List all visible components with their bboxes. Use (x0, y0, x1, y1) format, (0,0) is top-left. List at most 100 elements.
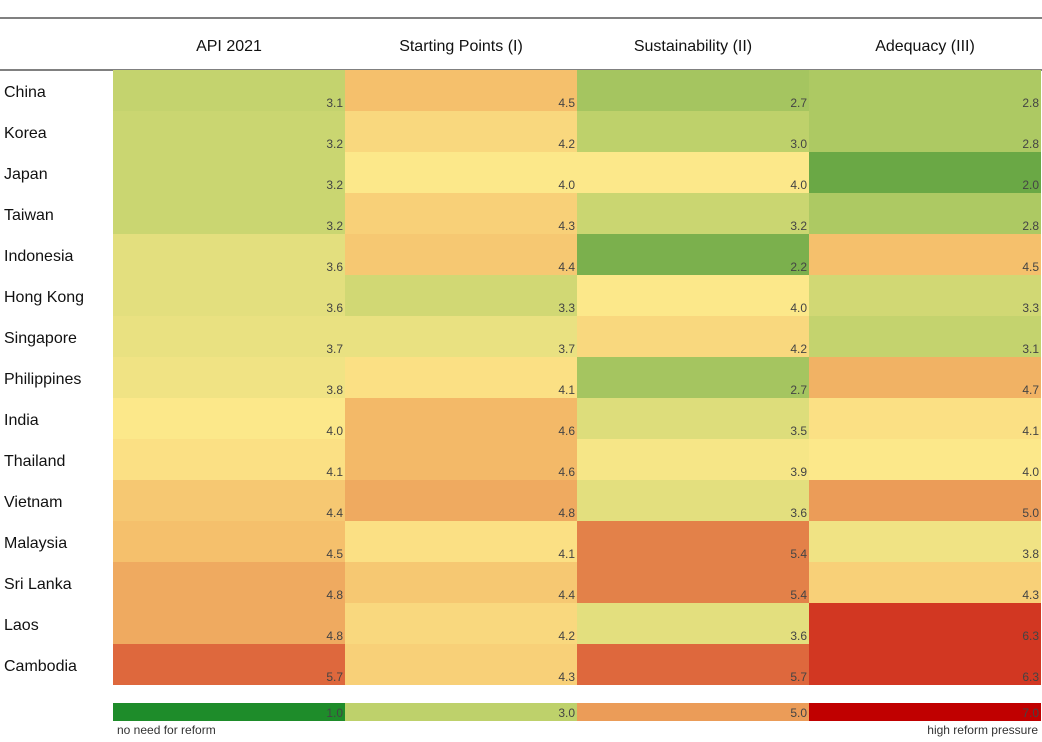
cell-value-taiwan-0: 3.2 (326, 219, 343, 233)
cell-value-thailand-3: 4.0 (1022, 465, 1039, 479)
row-label-japan: Japan (4, 166, 48, 183)
cell-value-sri-lanka-2: 5.4 (790, 588, 807, 602)
cell-hong-kong-3 (809, 275, 1041, 316)
cell-value-philippines-3: 4.7 (1022, 383, 1039, 397)
cell-value-singapore-0: 3.7 (326, 342, 343, 356)
cell-value-philippines-2: 2.7 (790, 383, 807, 397)
cell-value-malaysia-2: 5.4 (790, 547, 807, 561)
cell-value-japan-1: 4.0 (558, 178, 575, 192)
cell-taiwan-2 (577, 193, 809, 234)
legend-value-0: 1.0 (326, 706, 343, 720)
legend-high-label: high reform pressure (927, 723, 1038, 737)
cell-sri-lanka-1 (345, 562, 577, 603)
cell-philippines-3 (809, 357, 1041, 398)
cell-value-malaysia-0: 4.5 (326, 547, 343, 561)
cell-vietnam-1 (345, 480, 577, 521)
cell-laos-1 (345, 603, 577, 644)
cell-value-japan-0: 3.2 (326, 178, 343, 192)
cell-value-singapore-1: 3.7 (558, 342, 575, 356)
cell-hong-kong-1 (345, 275, 577, 316)
cell-china-2 (577, 70, 809, 111)
cell-cambodia-0 (113, 644, 345, 685)
cell-value-india-1: 4.6 (558, 424, 575, 438)
cell-thailand-1 (345, 439, 577, 480)
row-label-laos: Laos (4, 617, 39, 634)
cell-laos-0 (113, 603, 345, 644)
cell-singapore-0 (113, 316, 345, 357)
cell-thailand-0 (113, 439, 345, 480)
legend-swatch-2 (577, 703, 809, 721)
cell-value-china-3: 2.8 (1022, 96, 1039, 110)
cell-value-thailand-0: 4.1 (326, 465, 343, 479)
cell-singapore-1 (345, 316, 577, 357)
cell-value-vietnam-0: 4.4 (326, 506, 343, 520)
cell-value-cambodia-0: 5.7 (326, 670, 343, 684)
cell-korea-0 (113, 111, 345, 152)
cell-hong-kong-0 (113, 275, 345, 316)
row-label-malaysia: Malaysia (4, 535, 67, 552)
cell-value-indonesia-2: 2.2 (790, 260, 807, 274)
cell-vietnam-0 (113, 480, 345, 521)
row-label-indonesia: Indonesia (4, 248, 73, 265)
row-label-hong-kong: Hong Kong (4, 289, 84, 306)
cell-cambodia-1 (345, 644, 577, 685)
cell-value-malaysia-1: 4.1 (558, 547, 575, 561)
cell-taiwan-3 (809, 193, 1041, 234)
cell-value-sri-lanka-3: 4.3 (1022, 588, 1039, 602)
cell-india-3 (809, 398, 1041, 439)
cell-laos-3 (809, 603, 1041, 644)
cell-value-vietnam-3: 5.0 (1022, 506, 1039, 520)
cell-value-indonesia-0: 3.6 (326, 260, 343, 274)
cell-india-1 (345, 398, 577, 439)
legend-low-label: no need for reform (117, 723, 216, 737)
cell-philippines-0 (113, 357, 345, 398)
cell-value-india-3: 4.1 (1022, 424, 1039, 438)
cell-value-japan-2: 4.0 (790, 178, 807, 192)
cell-value-cambodia-3: 6.3 (1022, 670, 1039, 684)
cell-sri-lanka-0 (113, 562, 345, 603)
cell-vietnam-3 (809, 480, 1041, 521)
cell-china-0 (113, 70, 345, 111)
row-label-singapore: Singapore (4, 330, 77, 347)
row-label-china: China (4, 84, 46, 101)
cell-vietnam-2 (577, 480, 809, 521)
column-header-adequacy-iii: Adequacy (III) (875, 38, 975, 55)
cell-value-hong-kong-0: 3.6 (326, 301, 343, 315)
cell-malaysia-0 (113, 521, 345, 562)
row-labels: China Korea Japan Taiwan Indonesia Hong Kong S… (4, 84, 84, 675)
cell-value-thailand-2: 3.9 (790, 465, 807, 479)
row-label-taiwan: Taiwan (4, 207, 54, 224)
cell-philippines-1 (345, 357, 577, 398)
cell-value-hong-kong-1: 3.3 (558, 301, 575, 315)
cell-china-3 (809, 70, 1041, 111)
cell-value-indonesia-3: 4.5 (1022, 260, 1039, 274)
cell-value-taiwan-2: 3.2 (790, 219, 807, 233)
cell-japan-3 (809, 152, 1041, 193)
row-label-korea: Korea (4, 125, 47, 142)
legend-swatch-0 (113, 703, 345, 721)
cell-singapore-3 (809, 316, 1041, 357)
cell-value-thailand-1: 4.6 (558, 465, 575, 479)
cell-indonesia-2 (577, 234, 809, 275)
cell-laos-2 (577, 603, 809, 644)
row-label-vietnam: Vietnam (4, 494, 62, 511)
cell-hong-kong-2 (577, 275, 809, 316)
cell-malaysia-3 (809, 521, 1041, 562)
cell-china-1 (345, 70, 577, 111)
cell-japan-0 (113, 152, 345, 193)
cell-value-korea-0: 3.2 (326, 137, 343, 151)
row-label-philippines: Philippines (4, 371, 81, 388)
row-label-thailand: Thailand (4, 453, 65, 470)
cell-value-india-2: 3.5 (790, 424, 807, 438)
cell-cambodia-3 (809, 644, 1041, 685)
cell-sri-lanka-3 (809, 562, 1041, 603)
cell-value-indonesia-1: 4.4 (558, 260, 575, 274)
legend-swatch-3 (809, 703, 1041, 721)
cell-korea-3 (809, 111, 1041, 152)
cell-value-laos-0: 4.8 (326, 629, 343, 643)
cell-value-china-1: 4.5 (558, 96, 575, 110)
cell-singapore-2 (577, 316, 809, 357)
cell-value-singapore-2: 4.2 (790, 342, 807, 356)
row-label-cambodia: Cambodia (4, 658, 77, 675)
